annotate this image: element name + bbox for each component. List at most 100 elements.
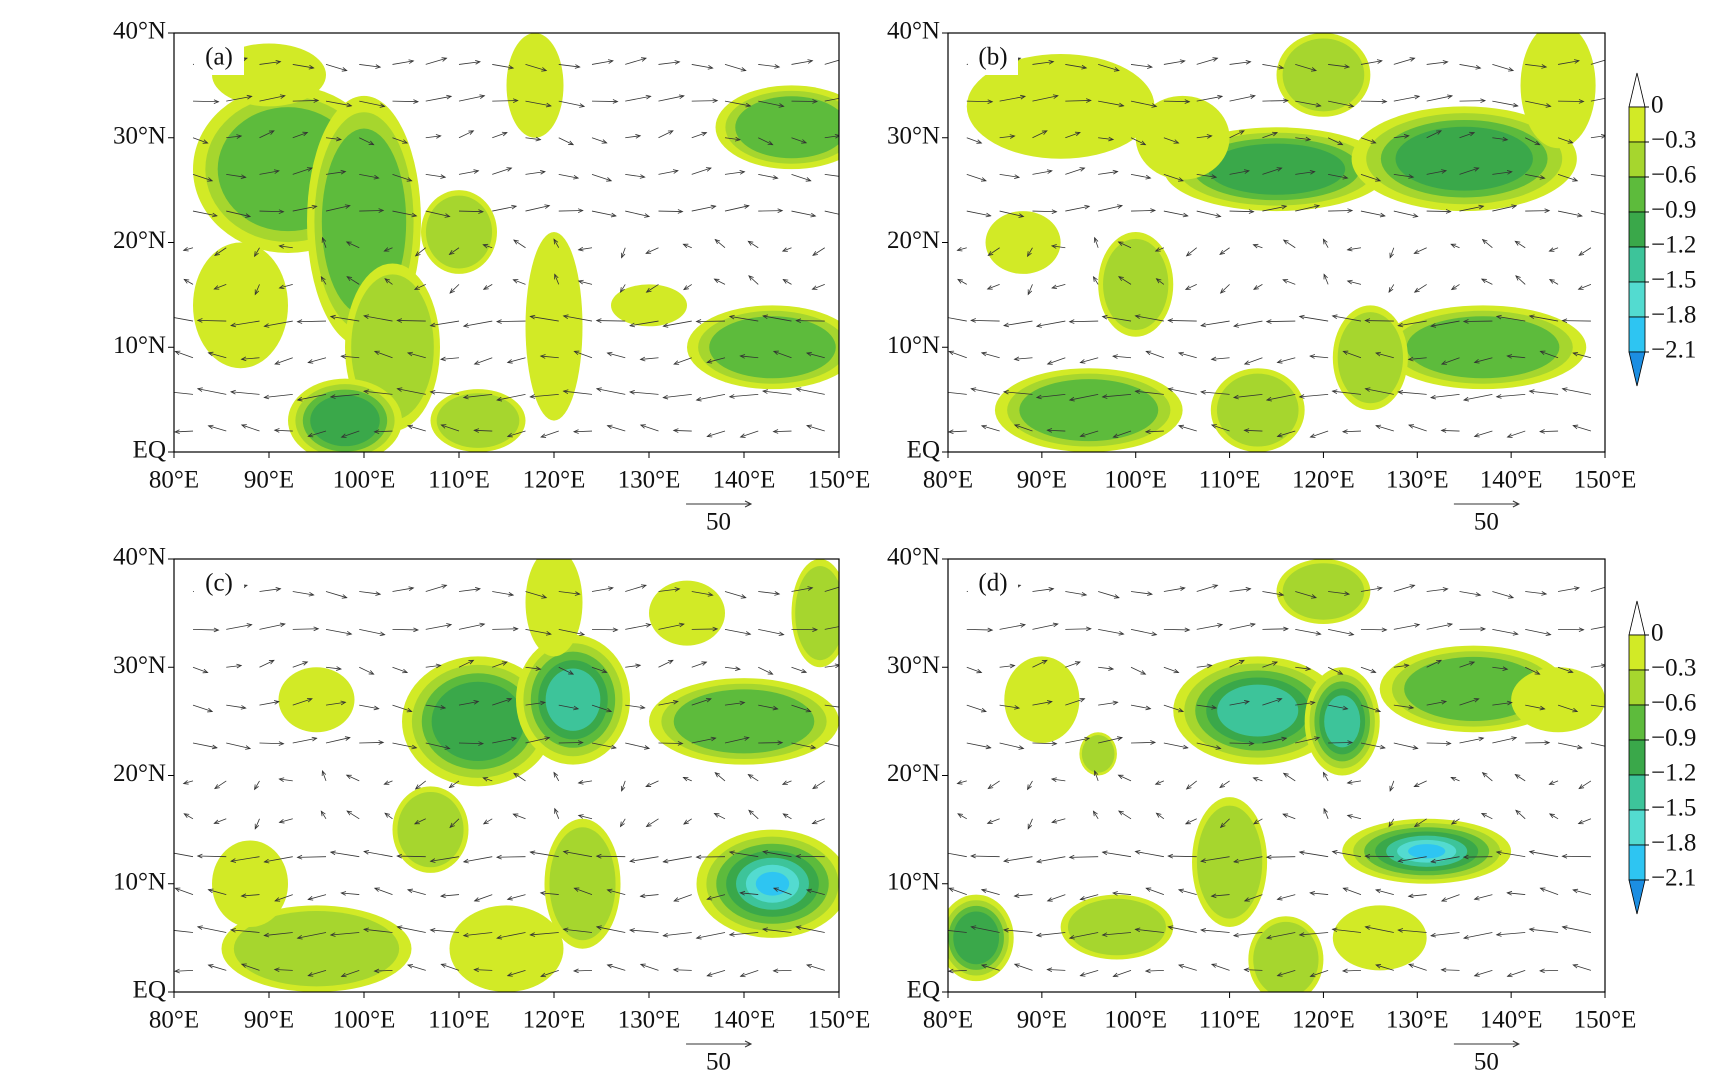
wind-vector-head xyxy=(1348,103,1355,108)
wind-vector-head xyxy=(1212,584,1219,589)
wind-vector xyxy=(1118,774,1132,782)
wind-vector xyxy=(1051,818,1066,823)
wind-vector-head xyxy=(340,354,347,359)
wind-vector xyxy=(174,852,194,858)
wind-vector xyxy=(748,241,759,249)
wind-vector xyxy=(791,742,816,749)
wind-vector-head xyxy=(329,314,336,320)
y-tick-label: 30°N xyxy=(113,122,166,149)
wind-vector-head xyxy=(174,887,181,892)
wind-vector-head xyxy=(774,64,781,69)
wind-vector xyxy=(640,894,659,897)
wind-vector-head xyxy=(196,318,203,323)
wind-vector xyxy=(691,64,713,69)
wind-vector-head xyxy=(1014,705,1021,710)
wind-vector-head xyxy=(672,699,679,705)
wind-vector xyxy=(1262,591,1284,596)
wind-vector-head xyxy=(263,323,270,328)
wind-vector xyxy=(254,818,260,829)
wind-vector-head xyxy=(1473,972,1480,977)
wind-vector xyxy=(1360,174,1381,182)
wind-vector-head xyxy=(774,591,781,596)
wind-vector xyxy=(1014,894,1033,897)
contour-fill xyxy=(1337,312,1404,404)
wind-vector xyxy=(425,210,450,217)
wind-vector-head xyxy=(1046,897,1053,902)
wind-vector xyxy=(1146,351,1165,359)
wind-vector xyxy=(558,137,574,146)
wind-vector xyxy=(259,742,284,745)
wind-vector-head xyxy=(1572,424,1579,430)
wind-vector xyxy=(791,174,811,182)
wind-vector xyxy=(1065,205,1090,212)
wind-vector xyxy=(574,350,593,359)
wind-vector-head xyxy=(1577,819,1584,825)
wind-vector xyxy=(553,772,560,782)
wind-vector xyxy=(425,664,441,668)
wind-vector xyxy=(1065,167,1085,175)
wind-vector-head xyxy=(595,318,602,323)
wind-vector-head xyxy=(1265,319,1272,324)
wind-vector xyxy=(483,284,493,290)
wind-vector-head xyxy=(473,967,480,973)
wind-vector-head xyxy=(1167,853,1174,859)
wind-vector xyxy=(226,135,242,139)
wind-vector-head xyxy=(812,251,818,256)
wind-vector-head xyxy=(296,934,303,940)
wind-vector xyxy=(384,247,393,252)
wind-vector xyxy=(197,926,227,933)
panel-label-box xyxy=(194,41,244,75)
wind-vector-head xyxy=(612,99,619,104)
wind-vector-head xyxy=(1440,897,1447,902)
wind-vector xyxy=(948,969,967,972)
wind-vector-head xyxy=(535,666,542,671)
wind-vector-head xyxy=(1311,594,1318,599)
wind-vector xyxy=(1496,932,1526,936)
wind-vector-head xyxy=(1243,428,1250,433)
wind-vector-head xyxy=(1539,968,1545,974)
wind-vector-head xyxy=(202,139,209,144)
wind-vector-head xyxy=(379,631,386,637)
wind-vector xyxy=(192,742,217,749)
wind-vector-head xyxy=(508,64,515,70)
wind-vector-head xyxy=(1445,741,1452,746)
wind-vector-head xyxy=(435,663,442,669)
wind-vector-head xyxy=(628,928,635,933)
y-tick-label: 40°N xyxy=(113,18,166,45)
wind-vector-head xyxy=(956,246,963,252)
wind-vector xyxy=(1327,137,1343,146)
wind-vector xyxy=(1343,887,1362,895)
wind-vector-head xyxy=(1539,887,1546,892)
wind-vector-head xyxy=(1447,622,1454,628)
wind-vector-head xyxy=(1215,745,1222,750)
wind-vector-head xyxy=(620,785,626,792)
wind-vector xyxy=(1118,241,1132,249)
wind-vector-head xyxy=(1473,359,1480,364)
wind-vector-head xyxy=(1167,925,1174,930)
wind-vector xyxy=(966,742,991,749)
wind-vector xyxy=(492,167,512,175)
colorbar-box xyxy=(1628,669,1646,706)
wind-vector xyxy=(1201,320,1230,327)
wind-vector xyxy=(645,780,659,787)
wind-vector-head xyxy=(806,424,813,430)
wind-vector-head xyxy=(987,250,994,256)
wind-vector-head xyxy=(1283,98,1289,103)
wind-vector-head xyxy=(1506,433,1513,438)
wind-vector-head xyxy=(1430,858,1437,864)
wind-vector xyxy=(297,393,327,401)
wind-vector-head xyxy=(306,697,313,703)
colorbar-box xyxy=(1628,176,1646,213)
wind-vector xyxy=(1155,247,1165,252)
wind-vector-head xyxy=(320,275,326,282)
wind-vector xyxy=(392,628,419,631)
wind-vector-head xyxy=(1249,622,1256,628)
wind-vector-head xyxy=(1272,661,1279,666)
wind-vector-head xyxy=(948,429,954,435)
wind-vector-head xyxy=(1298,314,1305,320)
wind-vector xyxy=(392,210,417,217)
wind-vector xyxy=(1262,167,1282,175)
wind-vector xyxy=(1262,737,1287,744)
wind-vector-head xyxy=(1610,214,1615,218)
